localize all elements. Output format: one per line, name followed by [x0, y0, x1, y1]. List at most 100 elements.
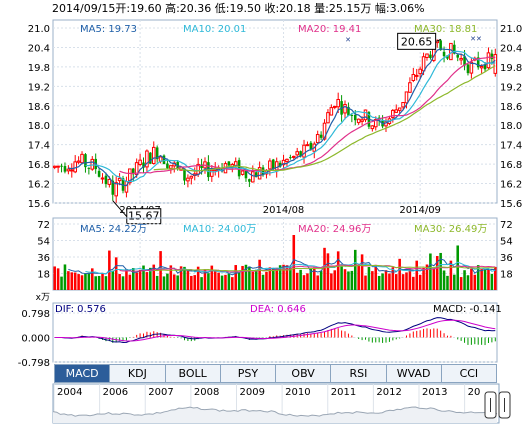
- price-ma30-line: [153, 65, 496, 172]
- volume-bar: [408, 269, 412, 290]
- price-candle-body: [84, 154, 87, 168]
- volume-bar: [149, 267, 152, 290]
- volume-bar: [319, 270, 323, 290]
- volume-bar: [135, 272, 138, 290]
- price-candle-body: [347, 106, 350, 116]
- volume-bar: [94, 276, 97, 290]
- volume-ytick-right: 36: [500, 253, 513, 264]
- price-candle-body: [244, 171, 248, 179]
- tab-obv[interactable]: OBV: [276, 365, 332, 382]
- volume-bar: [53, 266, 56, 290]
- price-candle-body: [439, 40, 442, 51]
- low-annotation-leader: [112, 200, 129, 219]
- price-candle-body: [353, 114, 357, 121]
- price-candle-body: [332, 105, 337, 108]
- tab-kdj[interactable]: KDJ: [110, 365, 166, 382]
- volume-bar: [347, 271, 350, 290]
- volume-legend-ma5: MA5: 24.22万: [80, 224, 147, 235]
- price-candle-body: [453, 44, 456, 54]
- price-candle-body: [285, 158, 289, 162]
- volume-bar: [234, 265, 238, 290]
- price-candle-body: [414, 74, 419, 77]
- price-candle-body: [121, 178, 125, 191]
- volume-bar: [179, 266, 183, 290]
- price-candle-body: [315, 134, 320, 144]
- volume-bar: [162, 276, 166, 290]
- volume-bar: [473, 274, 477, 290]
- tab-macd[interactable]: MACD: [55, 365, 111, 382]
- volume-bar: [278, 265, 282, 290]
- price-candle-body: [240, 170, 245, 175]
- header-quote: 2014/09/15开:19.60 高:20.36 低:19.50 收:20.1…: [52, 1, 425, 15]
- tab-boll[interactable]: BOLL: [166, 365, 221, 382]
- volume-bar: [67, 271, 70, 290]
- volume-bar: [357, 265, 360, 290]
- volume-ma30-line: [153, 264, 496, 272]
- price-candle-body: [70, 169, 74, 172]
- timeline-year-label: 20: [468, 387, 481, 398]
- macd-legend-dif: DIF: 0.576: [55, 304, 106, 315]
- price-ytick-right: 15.6: [500, 199, 522, 210]
- high-annotation-box: [397, 32, 437, 50]
- timeline-year-label: 2013: [422, 387, 447, 398]
- volume-bar: [309, 268, 313, 290]
- volume-bar: [476, 265, 480, 290]
- price-candle-body: [302, 144, 306, 158]
- volume-bar: [63, 264, 67, 290]
- price-candle-body: [289, 157, 292, 159]
- timeline-year-label: 2004: [57, 387, 82, 398]
- price-candle-body: [449, 42, 453, 61]
- volume-bar: [312, 267, 316, 290]
- price-candle-body: [360, 119, 364, 122]
- tab-cci[interactable]: CCI: [459, 367, 479, 380]
- price-candle-body: [446, 55, 449, 59]
- volume-bar: [343, 269, 347, 290]
- macd-ytick-left: -0.798: [18, 358, 50, 369]
- volume-bar: [480, 269, 483, 290]
- price-candle-body: [281, 159, 286, 166]
- price-candle-body: [404, 91, 409, 104]
- price-candle-body: [391, 109, 395, 118]
- volume-bar: [487, 269, 490, 290]
- volume-bar: [118, 273, 121, 290]
- volume-bar: [224, 274, 227, 290]
- tab-psy[interactable]: PSY: [221, 365, 276, 382]
- price-candle-body: [363, 109, 368, 121]
- volume-bar: [172, 274, 176, 290]
- volume-bar: [360, 254, 364, 290]
- tab-rsi[interactable]: RSI: [331, 365, 387, 382]
- low-annotation-label: 15.67: [128, 210, 160, 223]
- tab-wvad[interactable]: WVAD: [387, 365, 442, 382]
- volume-bar: [193, 275, 197, 290]
- macd-legend-dea: DEA: 0.646: [250, 304, 306, 315]
- price-candle-body: [350, 115, 354, 117]
- volume-bar: [295, 272, 299, 290]
- timeline-year-label: 2011: [331, 387, 356, 398]
- volume-bar: [169, 265, 173, 290]
- price-ytick-right: 17.4: [500, 141, 522, 152]
- volume-bar: [388, 273, 391, 290]
- volume-ytick-left: 18: [37, 270, 50, 281]
- volume-panel-border: [52, 217, 498, 291]
- volume-bar: [449, 260, 453, 290]
- price-candle-body: [254, 172, 258, 178]
- price-candle-body: [66, 168, 71, 172]
- volume-bar: [401, 274, 405, 290]
- volume-ytick-right: 54: [500, 237, 513, 248]
- volume-bar: [350, 270, 354, 290]
- price-candle-body: [176, 162, 179, 169]
- price-candle-body: [107, 178, 112, 185]
- volume-bar: [453, 274, 456, 290]
- volume-bar: [217, 272, 220, 290]
- volume-bar: [60, 276, 63, 290]
- price-candle-body: [343, 104, 347, 114]
- price-candle-body: [73, 161, 77, 173]
- price-ytick-left: 19.8: [28, 63, 50, 74]
- volume-bar: [155, 275, 159, 290]
- price-ytick-right: 20.4: [500, 43, 522, 54]
- timeline-year-label: 2010: [285, 387, 310, 398]
- price-candle-body: [493, 54, 498, 74]
- volume-bar: [330, 273, 333, 290]
- price-candle-body: [463, 56, 466, 66]
- price-candle-body: [490, 53, 494, 59]
